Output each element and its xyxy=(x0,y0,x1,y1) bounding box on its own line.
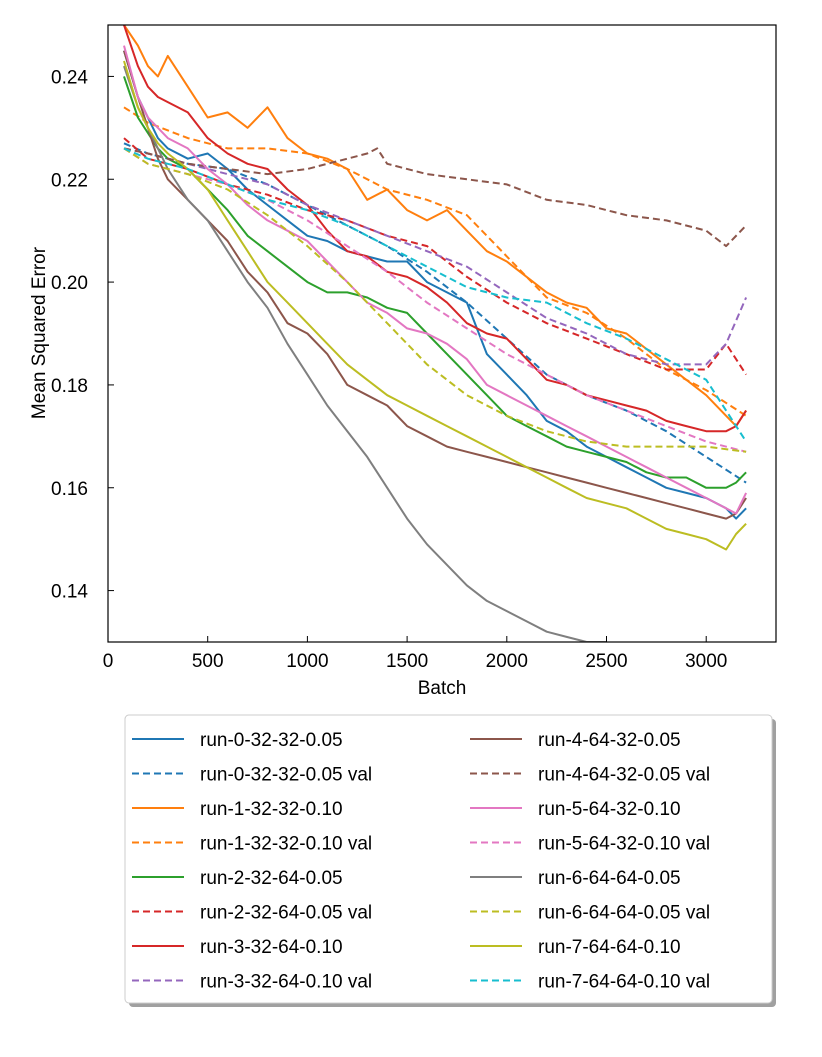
series-line-0 xyxy=(123,50,747,520)
legend-label-4: run-2-32-64-0.05 xyxy=(200,868,343,889)
legend-label-6: run-3-32-64-0.10 xyxy=(200,937,343,958)
legend-label-15: run-7-64-64-0.10 val xyxy=(538,972,710,993)
series-line-1 xyxy=(123,142,747,484)
series-line-3 xyxy=(123,106,747,417)
plot-frame xyxy=(107,24,777,643)
series-line-5 xyxy=(123,137,747,376)
x-tick-label-1: 500 xyxy=(192,651,224,672)
series-line-12 xyxy=(123,65,607,642)
series-line-15 xyxy=(123,147,747,443)
y-tick-label-2: 0.18 xyxy=(51,376,88,397)
y-tick-label-4: 0.22 xyxy=(51,170,88,191)
y-tick-label-3: 0.20 xyxy=(51,273,88,294)
series-line-2 xyxy=(123,25,747,428)
legend-label-13: run-6-64-64-0.05 val xyxy=(538,903,710,924)
legend: run-0-32-32-0.05 run-0-32-32-0.05 val run-… xyxy=(124,714,776,1007)
legend-label-11: run-5-64-32-0.10 val xyxy=(538,834,710,855)
x-tick-label-0: 0 xyxy=(103,651,114,672)
series-line-4 xyxy=(123,76,747,489)
series-line-8 xyxy=(123,50,747,520)
series-layer xyxy=(123,25,748,642)
series-line-14 xyxy=(123,60,747,551)
legend-label-3: run-1-32-32-0.10 val xyxy=(200,834,372,855)
x-tick-label-2: 1000 xyxy=(286,651,328,672)
series-line-9 xyxy=(123,147,747,248)
x-tick-label-3: 1500 xyxy=(386,651,428,672)
legend-label-5: run-2-32-64-0.05 val xyxy=(200,903,372,924)
series-line-6 xyxy=(123,25,747,433)
legend-label-8: run-4-64-32-0.05 xyxy=(538,730,681,751)
legend-label-14: run-7-64-64-0.10 xyxy=(538,937,681,958)
series-line-10 xyxy=(123,45,747,515)
legend-label-0: run-0-32-32-0.05 xyxy=(200,730,343,751)
legend-label-10: run-5-64-32-0.10 xyxy=(538,799,681,820)
y-tick-label-5: 0.24 xyxy=(51,67,88,88)
legend-label-12: run-6-64-64-0.05 xyxy=(538,868,681,889)
legend-label-2: run-1-32-32-0.10 xyxy=(200,799,343,820)
legend-label-1: run-0-32-32-0.05 val xyxy=(200,765,372,786)
y-tick-label-1: 0.16 xyxy=(51,479,88,500)
series-line-11 xyxy=(123,147,747,453)
x-tick-label-4: 2000 xyxy=(486,651,528,672)
ticks-layer: 0 500 1000 1500 2000 2500 3000 0.14 0.16 0.18 0.20… xyxy=(51,67,727,672)
x-tick-label-6: 3000 xyxy=(685,651,727,672)
series-line-13 xyxy=(123,147,747,453)
legend-label-7: run-3-32-64-0.10 val xyxy=(200,972,372,993)
x-axis-label: Batch xyxy=(418,678,467,699)
x-tick-label-5: 2500 xyxy=(585,651,627,672)
legend-label-9: run-4-64-32-0.05 val xyxy=(538,765,710,786)
y-axis-label: Mean Squared Error xyxy=(29,246,50,419)
y-tick-label-0: 0.14 xyxy=(51,582,88,603)
series-line-7 xyxy=(123,147,748,366)
legend-box xyxy=(124,714,773,1004)
